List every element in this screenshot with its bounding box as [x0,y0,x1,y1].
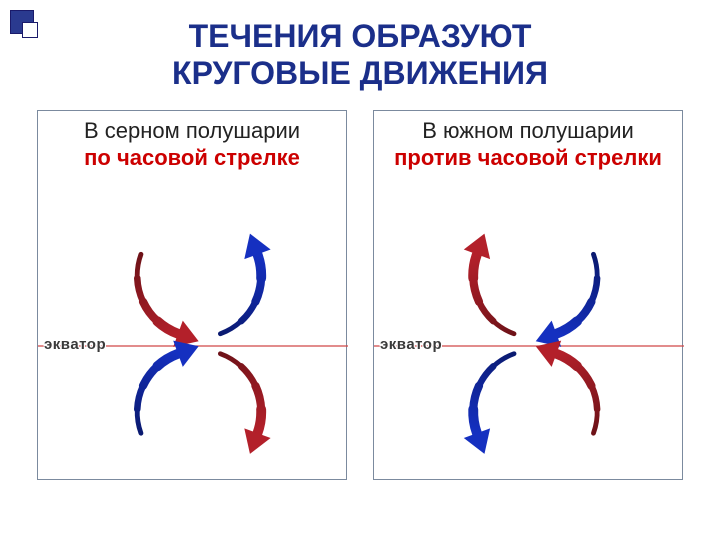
south-svg [374,181,684,481]
title-line1: ТЕЧЕНИЯ ОБРАЗУЮТ [189,18,532,54]
south-caption-line2: против часовой стрелки [382,144,674,172]
south-equator-label: экватор [380,336,442,353]
north-equator-label: экватор [44,336,106,353]
panel-north: В серном полушарии по часовой стрелке эк… [37,110,347,480]
north-diagram: экватор [38,181,346,479]
title-line2: КРУГОВЫЕ ДВИЖЕНИЯ [172,55,548,91]
north-svg [38,181,348,481]
panel-south: В южном полушарии против часовой стрелки… [373,110,683,480]
page-title: ТЕЧЕНИЯ ОБРАЗУЮТ КРУГОВЫЕ ДВИЖЕНИЯ [0,0,720,92]
south-caption: В южном полушарии против часовой стрелки [374,111,682,174]
south-diagram: экватор [374,181,682,479]
south-caption-line1: В южном полушарии [382,117,674,145]
panels-row: В серном полушарии по часовой стрелке эк… [0,92,720,480]
deco-square-inner [22,22,38,38]
north-caption-line1: В серном полушарии [46,117,338,145]
north-caption: В серном полушарии по часовой стрелке [38,111,346,174]
north-caption-line2: по часовой стрелке [46,144,338,172]
